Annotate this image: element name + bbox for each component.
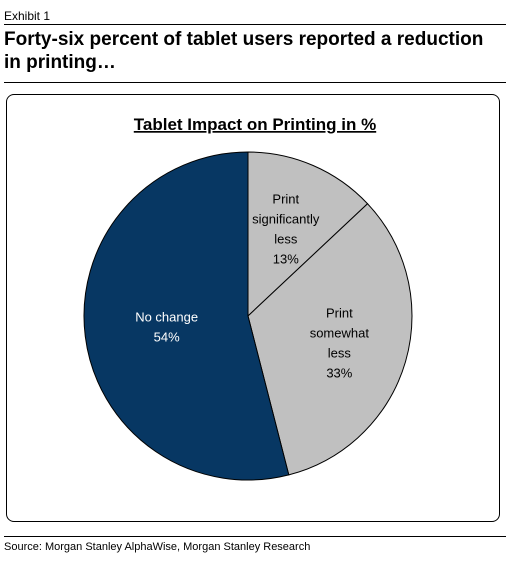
source-note: Source: Morgan Stanley AlphaWise, Morgan… xyxy=(4,541,311,553)
slice-name-line: less xyxy=(274,232,298,247)
pie-slice xyxy=(247,151,369,318)
pie-slices xyxy=(83,151,413,481)
slice-value-label: 13% xyxy=(273,252,299,267)
slice-name-line: somewhat xyxy=(310,326,370,341)
slice-value-label: 54% xyxy=(154,329,180,344)
slice-labels: Print significantly less 13% Print somewhat le… xyxy=(135,192,369,381)
slice-name-line: No change xyxy=(135,309,198,324)
pie-slice xyxy=(247,203,413,476)
chart-frame xyxy=(6,94,500,522)
top-rule xyxy=(4,24,506,25)
headline: Forty-six percent of tablet users report… xyxy=(4,29,484,73)
slice-name-line: less xyxy=(328,346,352,361)
source-rule xyxy=(4,536,506,537)
slice-name-line: Print xyxy=(272,192,299,207)
slice-label: No change 54% xyxy=(135,309,198,344)
slice-label: Print somewhat less 33% xyxy=(310,306,370,381)
headline-rule xyxy=(4,82,506,83)
slice-value-label: 33% xyxy=(326,366,352,381)
slice-label: Print significantly less 13% xyxy=(252,192,320,267)
slice-name-line: Print xyxy=(326,306,353,321)
pie-slice xyxy=(83,151,290,481)
exhibit-label: Exhibit 1 xyxy=(4,9,51,23)
slice-name-line: significantly xyxy=(252,212,320,227)
chart-title: Tablet Impact on Printing in % xyxy=(134,115,376,134)
